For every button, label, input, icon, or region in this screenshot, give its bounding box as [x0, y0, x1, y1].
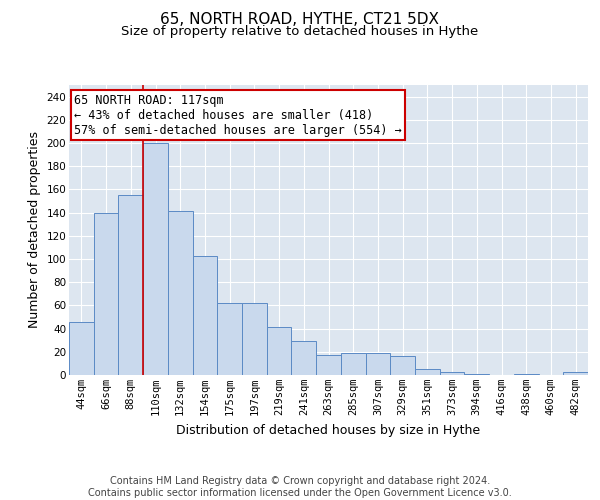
- Bar: [267, 328, 292, 375]
- Bar: [242, 303, 267, 375]
- Bar: [390, 356, 415, 375]
- Bar: [563, 372, 588, 375]
- Bar: [440, 372, 464, 375]
- Bar: [217, 303, 242, 375]
- Bar: [464, 374, 489, 375]
- Bar: [143, 143, 168, 375]
- Bar: [316, 356, 341, 375]
- Text: Size of property relative to detached houses in Hythe: Size of property relative to detached ho…: [121, 25, 479, 38]
- Bar: [365, 353, 390, 375]
- Bar: [94, 212, 118, 375]
- Bar: [415, 369, 440, 375]
- Bar: [292, 342, 316, 375]
- Y-axis label: Number of detached properties: Number of detached properties: [28, 132, 41, 328]
- Bar: [514, 374, 539, 375]
- Bar: [341, 353, 365, 375]
- Bar: [118, 195, 143, 375]
- Text: 65, NORTH ROAD, HYTHE, CT21 5DX: 65, NORTH ROAD, HYTHE, CT21 5DX: [161, 12, 439, 28]
- Bar: [69, 322, 94, 375]
- X-axis label: Distribution of detached houses by size in Hythe: Distribution of detached houses by size …: [176, 424, 481, 436]
- Text: 65 NORTH ROAD: 117sqm
← 43% of detached houses are smaller (418)
57% of semi-det: 65 NORTH ROAD: 117sqm ← 43% of detached …: [74, 94, 402, 136]
- Bar: [193, 256, 217, 375]
- Bar: [168, 212, 193, 375]
- Text: Contains HM Land Registry data © Crown copyright and database right 2024.
Contai: Contains HM Land Registry data © Crown c…: [88, 476, 512, 498]
